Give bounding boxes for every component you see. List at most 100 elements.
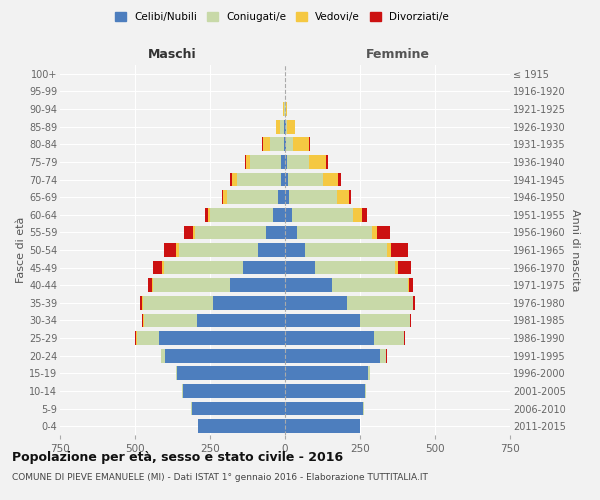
Bar <box>263 138 270 151</box>
Bar <box>286 120 287 134</box>
Bar <box>142 296 143 310</box>
Bar <box>395 260 398 274</box>
Bar <box>337 190 349 204</box>
Bar <box>144 314 197 328</box>
Bar <box>159 331 285 345</box>
Bar <box>285 420 360 433</box>
Bar <box>232 172 237 186</box>
Bar <box>409 278 413 292</box>
Bar <box>265 226 285 239</box>
Bar <box>162 260 163 274</box>
Bar <box>210 208 273 222</box>
Bar <box>373 331 404 345</box>
Bar <box>184 226 193 239</box>
Bar <box>258 243 285 257</box>
Bar <box>229 278 285 292</box>
Bar <box>152 278 153 292</box>
Bar <box>227 190 277 204</box>
Bar <box>380 349 386 362</box>
Bar <box>398 260 412 274</box>
Text: COMUNE DI PIEVE EMANUELE (MI) - Dati ISTAT 1° gennaio 2016 - Elaborazione TUTTIT: COMUNE DI PIEVE EMANUELE (MI) - Dati IST… <box>12 472 428 482</box>
Bar <box>192 402 285 415</box>
Bar <box>198 420 285 433</box>
Bar <box>284 138 285 151</box>
Bar <box>404 331 405 345</box>
Bar <box>285 120 286 134</box>
Bar <box>285 155 287 169</box>
Bar <box>277 190 285 204</box>
Bar <box>285 190 289 204</box>
Bar <box>285 226 297 239</box>
Bar <box>372 226 377 239</box>
Bar <box>286 138 293 151</box>
Bar <box>176 366 177 380</box>
Bar <box>285 243 305 257</box>
Bar <box>250 155 281 169</box>
Bar <box>409 314 410 328</box>
Bar <box>285 208 292 222</box>
Bar <box>315 260 395 274</box>
Bar <box>281 155 285 169</box>
Bar <box>285 278 331 292</box>
Bar <box>413 296 415 310</box>
Bar <box>165 349 285 362</box>
Text: Popolazione per età, sesso e stato civile - 2016: Popolazione per età, sesso e stato civil… <box>12 451 343 464</box>
Bar <box>289 190 337 204</box>
Legend: Celibi/Nubili, Coniugati/e, Vedovi/e, Divorziati/e: Celibi/Nubili, Coniugati/e, Vedovi/e, Di… <box>111 8 453 26</box>
Bar <box>325 155 328 169</box>
Bar <box>285 172 288 186</box>
Bar <box>243 260 285 274</box>
Bar <box>197 314 285 328</box>
Bar <box>347 296 413 310</box>
Bar <box>285 138 286 151</box>
Bar <box>365 384 366 398</box>
Bar <box>285 384 365 398</box>
Bar <box>270 138 284 151</box>
Bar <box>287 120 295 134</box>
Bar <box>208 208 210 222</box>
Bar <box>323 172 338 186</box>
Bar <box>360 314 409 328</box>
Bar <box>284 120 285 134</box>
Bar <box>281 172 285 186</box>
Bar <box>230 172 232 186</box>
Bar <box>142 314 143 328</box>
Bar <box>377 226 390 239</box>
Bar <box>176 243 179 257</box>
Bar <box>349 190 351 204</box>
Bar <box>247 155 250 169</box>
Bar <box>297 226 372 239</box>
Bar <box>283 102 284 116</box>
Bar <box>193 226 195 239</box>
Bar <box>386 349 387 362</box>
Bar <box>177 366 285 380</box>
Bar <box>179 243 258 257</box>
Bar <box>195 226 265 239</box>
Y-axis label: Fasce di età: Fasce di età <box>16 217 26 283</box>
Bar <box>205 208 208 222</box>
Bar <box>245 155 247 169</box>
Bar <box>331 278 408 292</box>
Bar <box>161 349 165 362</box>
Y-axis label: Anni di nascita: Anni di nascita <box>569 209 580 291</box>
Bar <box>143 296 213 310</box>
Bar <box>293 138 310 151</box>
Bar <box>387 243 391 257</box>
Bar <box>285 296 347 310</box>
Bar <box>148 278 152 292</box>
Bar <box>222 190 223 204</box>
Bar <box>223 190 227 204</box>
Bar <box>164 243 176 257</box>
Bar <box>285 260 315 274</box>
Text: Maschi: Maschi <box>148 48 197 62</box>
Bar <box>153 278 229 292</box>
Bar <box>353 208 361 222</box>
Bar <box>361 208 367 222</box>
Bar <box>292 208 353 222</box>
Bar <box>213 296 285 310</box>
Bar <box>280 120 284 134</box>
Bar <box>285 366 368 380</box>
Bar <box>309 155 325 169</box>
Bar <box>143 314 144 328</box>
Bar <box>237 172 281 186</box>
